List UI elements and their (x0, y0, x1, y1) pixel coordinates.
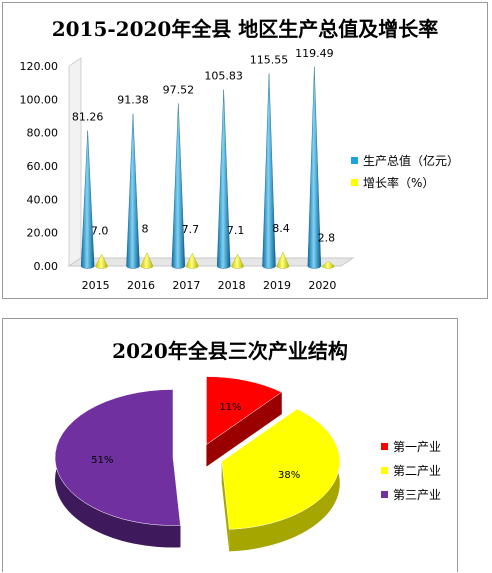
growth-data-label: 8 (142, 223, 149, 236)
pie-data-label: 11% (219, 402, 241, 413)
x-tick-label: 2018 (218, 279, 246, 292)
pie-chart-title: 2020年全县三次产业结构 (112, 339, 348, 363)
pie-data-label: 38% (278, 470, 300, 481)
legend-swatch-growth (351, 178, 358, 186)
y-tick-label: 0.00 (34, 260, 59, 273)
pie-slice (206, 376, 283, 467)
pie-chart-legend: 第一产业 第二产业 第三产业 (381, 434, 441, 506)
y-tick-label: 120.00 (20, 60, 59, 73)
gdp-bar (171, 103, 186, 269)
pie-slice-edge (221, 461, 230, 552)
gdp-bar (80, 130, 95, 269)
legend-swatch-tertiary (381, 490, 388, 498)
legend-item-growth: 增长率（%） (351, 171, 459, 193)
y-tick-label: 40.00 (27, 193, 59, 206)
gdp-bar (216, 89, 231, 269)
gdp-chart-legend: 生产总值（亿元） 增长率（%） (351, 149, 459, 193)
legend-label-growth: 增长率（%） (363, 175, 435, 190)
growth-data-label: 7.1 (227, 224, 245, 237)
legend-label-gdp: 生产总值（亿元） (363, 153, 460, 168)
growth-data-label: 8.4 (272, 222, 290, 235)
x-tick-label: 2020 (308, 279, 336, 292)
gdp-data-label: 81.26 (72, 111, 104, 124)
pie-slice-top (54, 389, 181, 526)
growth-bar (276, 251, 290, 269)
x-tick-label: 2016 (127, 279, 155, 292)
pie-chart-plot: 51% 11% 38% (54, 376, 341, 552)
growth-bar (186, 252, 199, 269)
gdp-bar (307, 66, 322, 269)
growth-bar (95, 253, 108, 269)
y-tick-label: 60.00 (27, 160, 59, 173)
legend-label-secondary: 第二产业 (393, 463, 442, 478)
y-tick-label: 80.00 (27, 127, 59, 140)
growth-bar (140, 252, 154, 269)
x-tick-label: 2015 (82, 279, 110, 292)
gdp-bar (262, 73, 276, 269)
pie-data-label: 51% (91, 455, 113, 466)
growth-data-label: 7.7 (182, 223, 200, 236)
pie-slice-top (206, 376, 283, 446)
industry-structure-panel: 2020年全县三次产业结构 51% 11% 38% 第一产业 第二产业 第三产业 (2, 318, 458, 572)
legend-item-primary: 第一产业 (381, 434, 441, 458)
growth-bar (322, 261, 335, 269)
gdp-data-label: 91.38 (117, 94, 149, 107)
legend-item-secondary: 第二产业 (381, 458, 441, 482)
legend-swatch-secondary (381, 466, 388, 474)
gdp-chart-plot: 0.00 20.00 40.00 60.00 80.00 100.00 120.00 81.2… (20, 47, 355, 292)
pie-slice-top (221, 408, 341, 530)
growth-data-label: 2.8 (318, 231, 336, 244)
pie-slice (221, 408, 341, 552)
gdp-data-label: 105.83 (204, 70, 243, 83)
gdp-data-label: 97.52 (163, 83, 195, 96)
gdp-bar (126, 113, 140, 269)
y-tick-label: 20.00 (27, 227, 59, 240)
legend-label-tertiary: 第三产业 (393, 487, 442, 502)
gdp-chart-panel: 2015-2020年全县 地区生产总值及增长率 0.00 20.00 40.00 60… (2, 2, 488, 299)
pie-slice-edge (206, 392, 282, 467)
gdp-data-label: 119.49 (295, 47, 334, 60)
legend-swatch-primary (381, 442, 388, 450)
legend-swatch-gdp (351, 156, 358, 164)
legend-item-gdp: 生产总值（亿元） (351, 149, 459, 171)
x-tick-label: 2019 (263, 279, 291, 292)
pie-slice (54, 389, 181, 548)
gdp-data-label: 115.55 (250, 53, 289, 66)
pie-slice-side (229, 409, 340, 552)
legend-label-primary: 第一产业 (393, 439, 442, 454)
side-wall (68, 57, 82, 267)
gdp-chart-title: 2015-2020年全县 地区生产总值及增长率 (51, 17, 439, 41)
x-tick-label: 2017 (172, 279, 200, 292)
growth-data-label: 7.0 (91, 224, 109, 237)
growth-bar (231, 253, 244, 269)
y-tick-label: 100.00 (20, 93, 59, 106)
legend-item-tertiary: 第三产业 (381, 482, 441, 506)
